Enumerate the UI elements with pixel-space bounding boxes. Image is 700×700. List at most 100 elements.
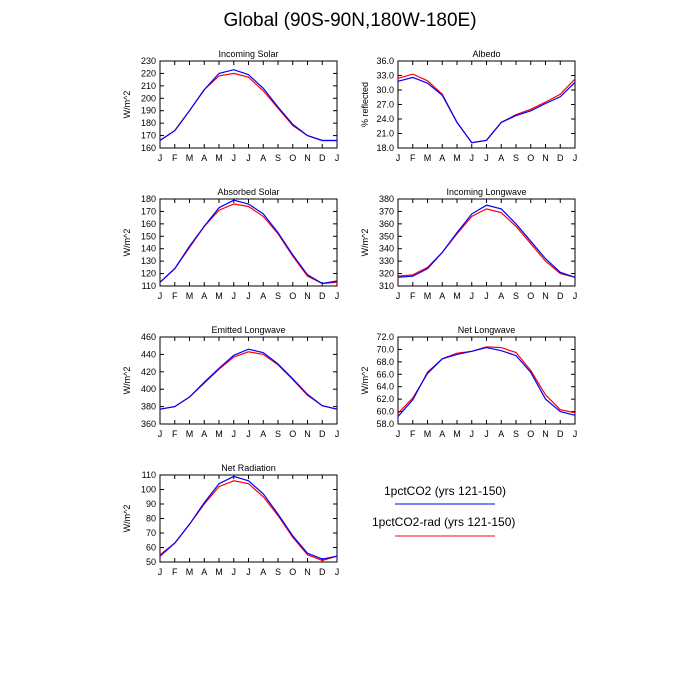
absorbed-solar-xtick-label: A	[260, 291, 266, 301]
incoming-solar-xtick-label: N	[304, 153, 311, 163]
incoming-longwave-ytick-label: 330	[379, 256, 394, 266]
absorbed-solar-plot-frame	[159, 198, 338, 287]
net-radiation-xtick-label: M	[186, 567, 194, 577]
absorbed-solar-ytick-label: 180	[141, 194, 156, 204]
incoming-solar-ytick-label: 200	[141, 93, 156, 103]
incoming-longwave-xtick-label: N	[542, 291, 549, 301]
net-radiation-xtick-label: A	[260, 567, 266, 577]
absorbed-solar-xtick-label: N	[304, 291, 311, 301]
emitted-longwave-plot-frame	[159, 336, 338, 425]
incoming-solar-xtick-label: O	[289, 153, 296, 163]
incoming-solar-ytick-label: 170	[141, 131, 156, 141]
net-radiation-xtick-label: J	[335, 567, 340, 577]
net-longwave-xtick-label: J	[470, 429, 475, 439]
incoming-solar-xtick-label: D	[319, 153, 326, 163]
albedo-series-1pctco2-line	[397, 76, 576, 144]
absorbed-solar-xtick-label: A	[201, 291, 207, 301]
incoming-solar-xtick-label: M	[215, 153, 223, 163]
net-longwave-xtick-label: S	[513, 429, 519, 439]
net-longwave-xtick-label: D	[557, 429, 564, 439]
incoming-solar-ytick-label: 230	[141, 56, 156, 66]
emitted-longwave-title: Emitted Longwave	[211, 325, 285, 335]
net-longwave-series-1pctco2-line	[397, 346, 576, 417]
incoming-longwave-ytick-label: 320	[379, 269, 394, 279]
albedo-ytick-label: 30.0	[376, 85, 394, 95]
net-longwave-xtick-label: J	[396, 429, 401, 439]
emitted-longwave-xtick-label: M	[186, 429, 194, 439]
albedo-ytick-label: 21.0	[376, 129, 394, 139]
emitted-longwave-xtick-label: J	[158, 429, 163, 439]
absorbed-solar-ytick-label: 140	[141, 244, 156, 254]
emitted-longwave-xtick-label: J	[335, 429, 340, 439]
albedo-xtick-label: D	[557, 153, 564, 163]
net-longwave-ytick-label: 58.0	[376, 419, 394, 429]
incoming-solar-xtick-label: S	[275, 153, 281, 163]
emitted-longwave-series-1pctco2-line	[159, 348, 338, 410]
incoming-longwave-xtick-label: O	[527, 291, 534, 301]
incoming-longwave-plot-frame	[397, 198, 576, 287]
emitted-longwave-xtick-label: S	[275, 429, 281, 439]
net-longwave-ytick-label: 60.0	[376, 407, 394, 417]
net-radiation-xtick-label: S	[275, 567, 281, 577]
emitted-longwave-xtick-label: A	[201, 429, 207, 439]
incoming-longwave-xtick-label: A	[439, 291, 445, 301]
net-radiation-ytick-label: 80	[146, 514, 156, 524]
incoming-solar-xtick-label: M	[186, 153, 194, 163]
net-longwave-series-1pctco2-rad-line	[397, 346, 576, 414]
incoming-solar-series-1pctco2-rad-line	[159, 72, 337, 142]
net-radiation-ytick-label: 100	[141, 485, 156, 495]
emitted-longwave-xtick-label: O	[289, 429, 296, 439]
net-radiation-plot-frame	[159, 474, 338, 563]
net-longwave-ylabel: W/m^2	[360, 367, 370, 395]
incoming-longwave-ylabel: W/m^2	[360, 229, 370, 257]
emitted-longwave-xtick-label: M	[215, 429, 223, 439]
net-radiation-xtick-label: O	[289, 567, 296, 577]
net-radiation-xtick-label: N	[304, 567, 311, 577]
incoming-longwave-ytick-label: 370	[379, 206, 394, 216]
net-longwave-ytick-label: 68.0	[376, 357, 394, 367]
absorbed-solar-xtick-label: F	[172, 291, 178, 301]
albedo-xtick-label: J	[484, 153, 489, 163]
absorbed-solar-series-1pctco2-rad-line	[159, 203, 338, 285]
incoming-solar-xtick-label: J	[232, 153, 237, 163]
net-longwave-xtick-label: J	[573, 429, 578, 439]
net-radiation-ytick-label: 70	[146, 528, 156, 538]
incoming-solar-ytick-label: 220	[141, 68, 156, 78]
absorbed-solar-xtick-label: M	[215, 291, 223, 301]
incoming-solar-series-1pctco2-line	[159, 69, 337, 142]
absorbed-solar-xtick-label: D	[319, 291, 326, 301]
absorbed-solar-xtick-label: J	[246, 291, 251, 301]
incoming-longwave-ytick-label: 310	[379, 281, 394, 291]
incoming-longwave-xtick-label: J	[396, 291, 401, 301]
incoming-longwave-xtick-label: M	[453, 291, 461, 301]
incoming-solar-ylabel: W/m^2	[122, 91, 132, 119]
incoming-solar-xtick-label: J	[246, 153, 251, 163]
albedo-xtick-label: O	[527, 153, 534, 163]
emitted-longwave-ytick-label: 380	[141, 402, 156, 412]
net-longwave-xtick-label: N	[542, 429, 549, 439]
net-longwave-ytick-label: 66.0	[376, 369, 394, 379]
incoming-solar-xtick-label: A	[260, 153, 266, 163]
absorbed-solar-xtick-label: O	[289, 291, 296, 301]
emitted-longwave-xtick-label: J	[246, 429, 251, 439]
albedo-xtick-label: J	[573, 153, 578, 163]
net-longwave-ytick-label: 72.0	[376, 332, 394, 342]
legend-label-1pctco2: 1pctCO2 (yrs 121-150)	[384, 484, 507, 498]
emitted-longwave-ytick-label: 360	[141, 419, 156, 429]
emitted-longwave-xtick-label: D	[319, 429, 326, 439]
emitted-longwave-ytick-label: 400	[141, 384, 156, 394]
net-longwave-ytick-label: 64.0	[376, 382, 394, 392]
albedo-ytick-label: 27.0	[376, 100, 394, 110]
net-longwave-ytick-label: 62.0	[376, 394, 394, 404]
incoming-longwave-xtick-label: J	[573, 291, 578, 301]
net-radiation-series-1pctco2-line	[159, 475, 338, 560]
absorbed-solar-ylabel: W/m^2	[122, 229, 132, 257]
net-radiation-ytick-label: 110	[142, 470, 156, 480]
page-title: Global (90S-90N,180W-180E)	[223, 10, 477, 31]
net-radiation-series-1pctco2-rad-line	[159, 480, 338, 562]
absorbed-solar-xtick-label: S	[275, 291, 281, 301]
albedo-xtick-label: S	[513, 153, 519, 163]
albedo-xtick-label: N	[542, 153, 549, 163]
absorbed-solar-ytick-label: 150	[141, 231, 156, 241]
emitted-longwave-ytick-label: 440	[141, 349, 156, 359]
